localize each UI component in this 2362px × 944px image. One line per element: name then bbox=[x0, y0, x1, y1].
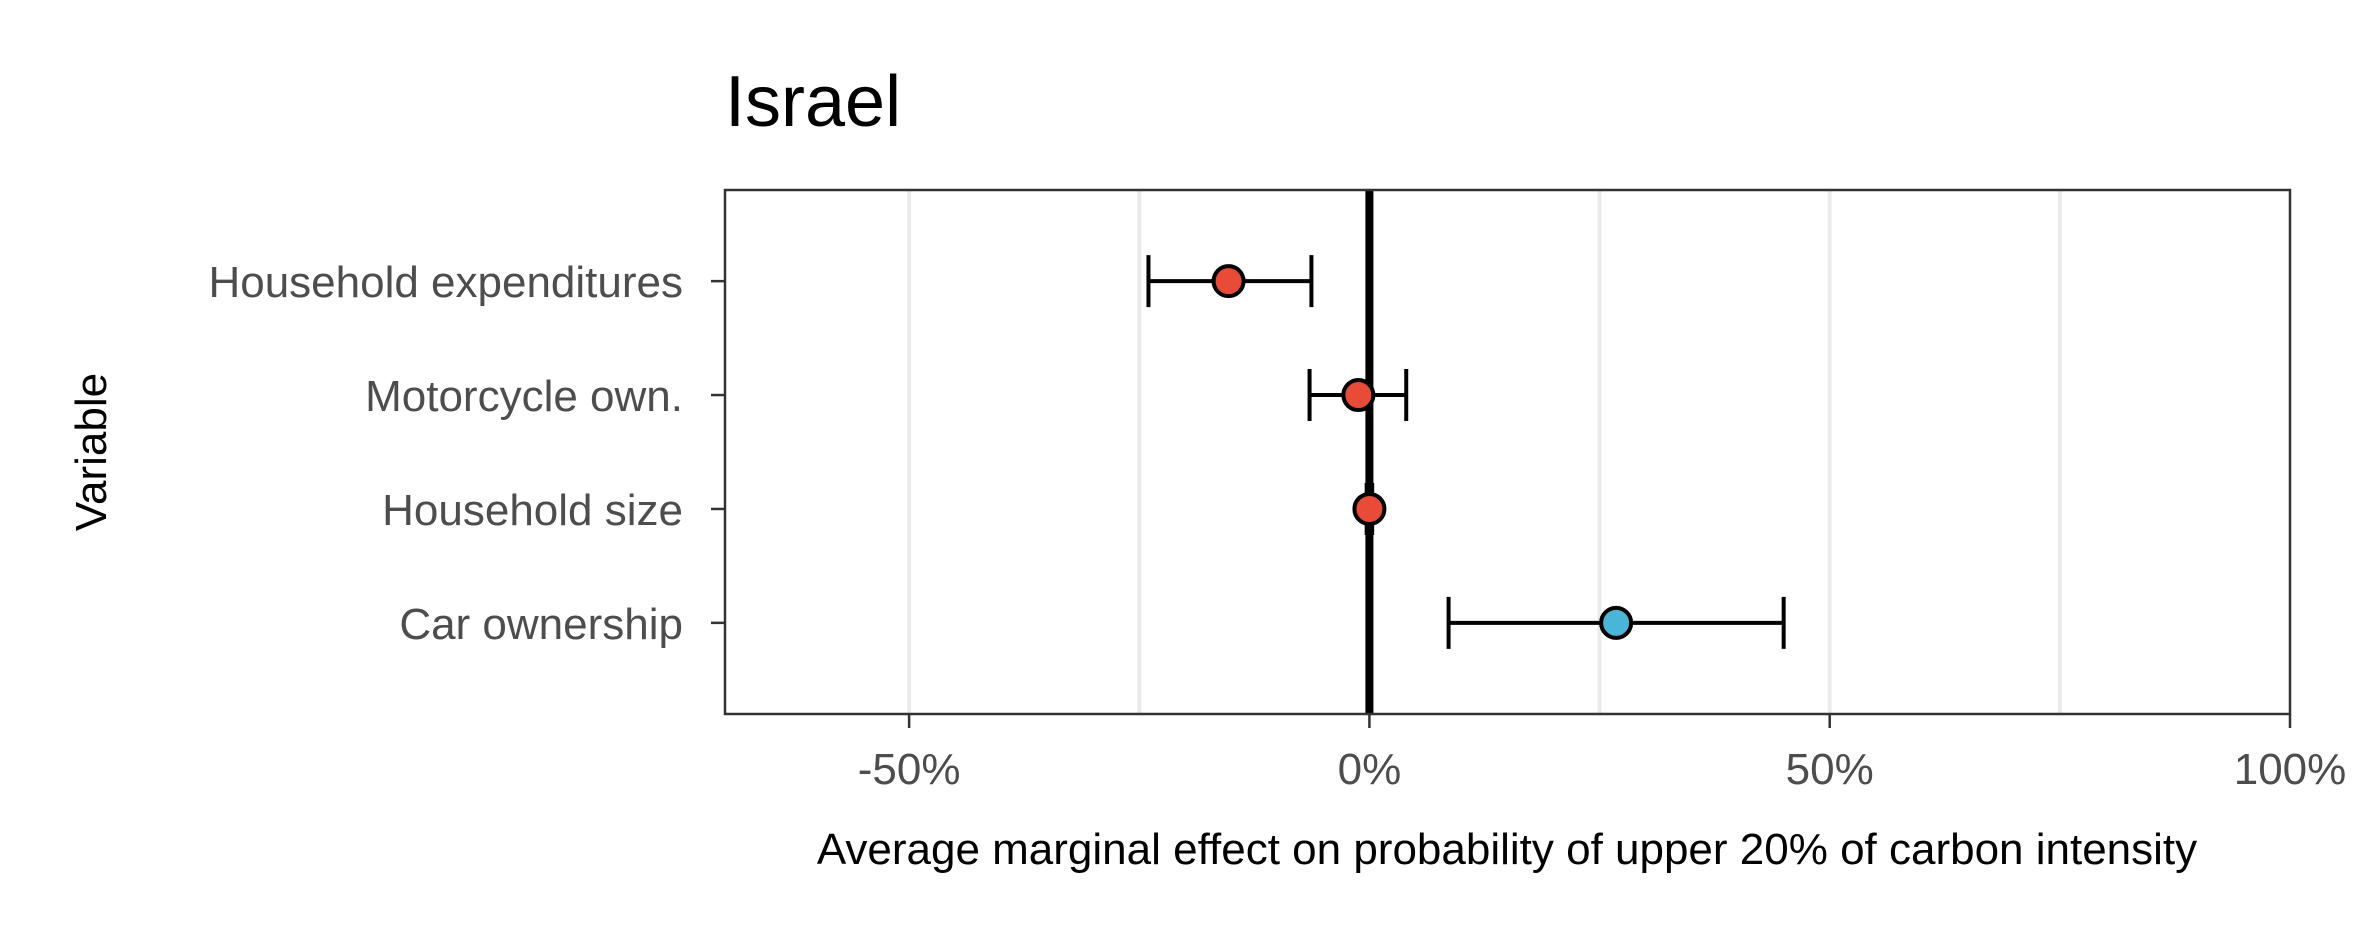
x-axis: -50% 0% 50% 100% bbox=[858, 714, 2347, 794]
point-car-ownership bbox=[1599, 605, 1634, 640]
y-axis: Household expenditures Motorcycle own. Hou… bbox=[208, 258, 725, 649]
plot-panel bbox=[723, 188, 2292, 716]
error-bars bbox=[1146, 255, 1786, 649]
y-tick-label-household-size: Household size bbox=[382, 486, 683, 535]
x-tick-label-1: 0% bbox=[1338, 745, 1402, 794]
y-tick-label-household-expenditures: Household expenditures bbox=[208, 258, 683, 307]
y-axis-title: Variable bbox=[67, 373, 116, 531]
grid-lines bbox=[907, 190, 2062, 714]
x-tick-label-2: 50% bbox=[1786, 745, 1874, 794]
x-tick-label-0: -50% bbox=[858, 745, 961, 794]
point-household-expenditures bbox=[1211, 264, 1246, 299]
point-motorcycle-own bbox=[1341, 378, 1376, 413]
y-tick-label-car-ownership: Car ownership bbox=[399, 600, 683, 649]
point-estimates bbox=[1211, 264, 1634, 640]
chart-title: Israel bbox=[725, 62, 901, 142]
x-axis-title: Average marginal effect on probability o… bbox=[817, 825, 2197, 874]
point-household-size bbox=[1352, 491, 1387, 526]
x-tick-label-3: 100% bbox=[2234, 745, 2347, 794]
y-tick-label-motorcycle-own: Motorcycle own. bbox=[365, 372, 683, 421]
